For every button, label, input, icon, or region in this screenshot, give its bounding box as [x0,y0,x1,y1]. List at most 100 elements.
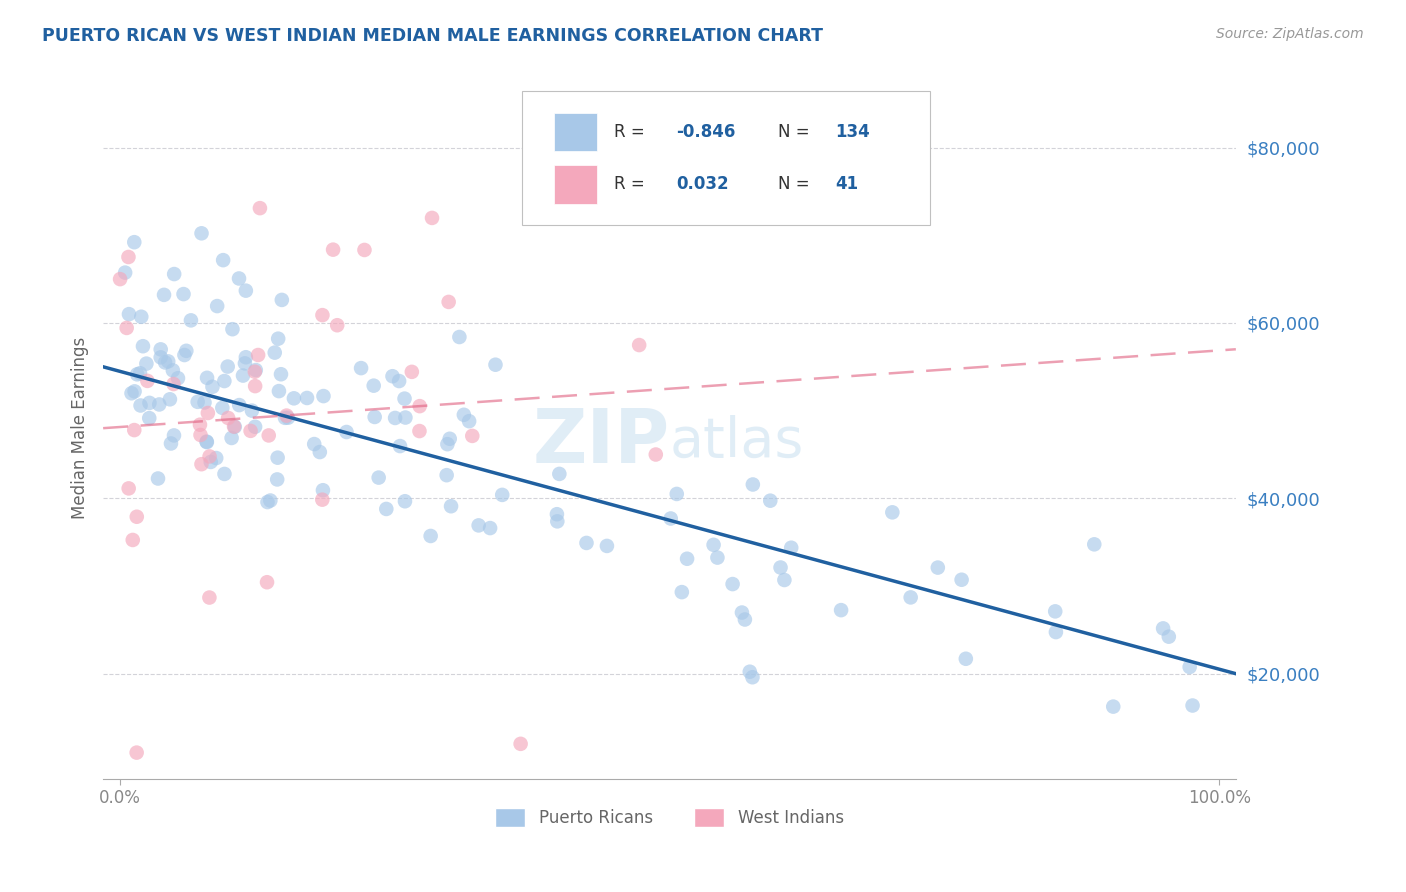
Point [193,395,215,409]
Point [256,575,278,590]
Point [217,411,239,425]
Point [138,396,160,410]
Point [703,538,725,552]
Point [491,488,513,502]
Point [509,737,531,751]
Point [546,514,568,528]
Point [1178,660,1201,674]
Point [830,603,852,617]
Point [235,350,257,364]
Point [108,272,131,286]
Point [644,448,666,462]
Point [479,521,502,535]
Point [381,369,404,384]
Point [195,371,218,385]
Point [270,368,292,382]
Point [706,550,728,565]
Point [588,202,610,216]
Point [780,541,803,555]
Point [1157,630,1180,644]
Point [221,322,243,336]
Point [436,437,458,451]
Point [270,293,292,307]
Point [249,201,271,215]
Point [375,502,398,516]
Point [148,397,170,411]
Point [125,746,148,760]
Point [267,332,290,346]
Point [149,351,172,365]
Point [453,408,475,422]
Point [350,361,373,376]
Point [259,493,281,508]
Point [149,343,172,357]
Point [759,493,782,508]
Point [628,338,651,352]
Point [195,435,218,450]
Point [233,356,256,370]
Point [734,613,756,627]
Point [129,366,152,380]
Point [221,431,243,445]
Point [741,670,763,684]
Point [335,425,357,439]
Point [256,495,278,509]
Point [263,345,285,359]
Text: R =: R = [614,123,650,141]
Point [408,424,430,438]
Point [243,365,266,379]
Point [367,470,389,484]
Legend: Puerto Ricans, West Indians: Puerto Ricans, West Indians [488,801,851,834]
Point [224,419,246,434]
Point [122,423,145,437]
Point [439,432,461,446]
Text: 41: 41 [835,176,858,194]
Point [882,505,904,519]
Point [741,477,763,491]
Point [1045,625,1067,640]
Text: 134: 134 [835,123,869,141]
Text: 0.032: 0.032 [676,176,728,194]
Point [124,235,146,250]
Point [124,384,146,399]
Point [121,533,143,547]
Point [1083,537,1105,551]
Point [228,398,250,412]
Point [245,363,267,377]
Point [326,318,349,333]
Point [295,391,318,405]
Point [232,368,254,383]
Point [243,379,266,393]
Point [243,419,266,434]
Point [125,509,148,524]
Point [217,359,239,374]
Point [461,429,484,443]
Point [188,417,211,432]
Point [1102,699,1125,714]
Point [276,409,298,423]
Point [312,389,335,403]
Point [163,267,186,281]
Point [212,253,235,268]
Point [197,406,219,420]
Point [467,518,489,533]
Point [394,392,416,406]
Point [159,392,181,407]
Point [363,378,385,392]
Point [146,471,169,485]
Text: N =: N = [779,176,815,194]
Point [121,386,143,401]
Point [449,330,471,344]
Point [162,377,184,392]
Point [575,536,598,550]
Point [389,439,412,453]
Point [247,348,270,362]
Point [118,482,141,496]
Point [394,494,416,508]
Point [190,457,212,471]
Point [240,403,263,417]
Point [115,321,138,335]
Point [214,374,236,388]
Point [267,384,290,398]
Point [546,507,568,521]
